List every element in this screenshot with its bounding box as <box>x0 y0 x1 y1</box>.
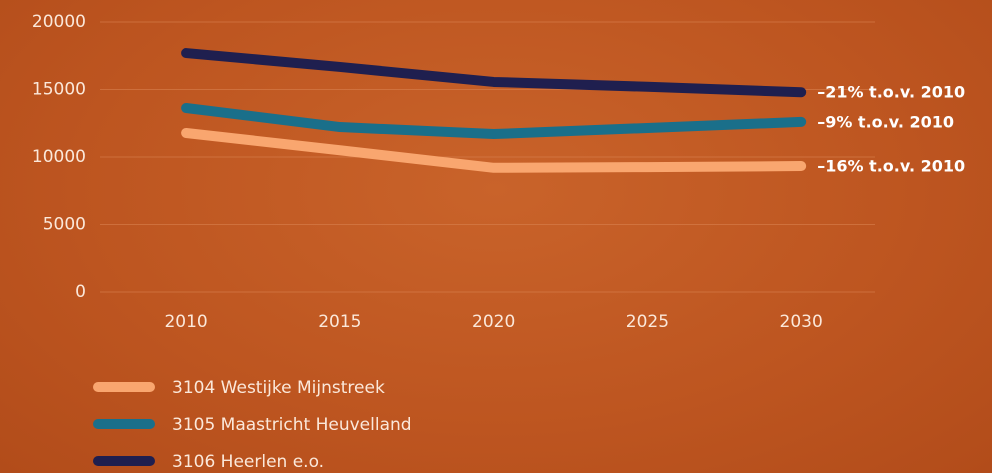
x-tick-label: 2025 <box>626 312 669 332</box>
legend-label: 3106 Heerlen e.o. <box>172 452 324 472</box>
x-tick-label: 2010 <box>164 312 207 332</box>
x-tick-label: 2015 <box>318 312 361 332</box>
y-tick-label: 0 <box>75 282 86 302</box>
x-tick-label: 2020 <box>472 312 515 332</box>
series-line <box>181 102 807 140</box>
annotation: –9% t.o.v. 2010 <box>817 112 954 131</box>
x-tick-label: 2030 <box>780 312 823 332</box>
annotation: –21% t.o.v. 2010 <box>817 83 965 102</box>
y-tick-label: 20000 <box>32 12 86 32</box>
legend-label: 3105 Maastricht Heuvelland <box>172 415 412 435</box>
annotation: –16% t.o.v. 2010 <box>817 157 965 176</box>
series-line <box>181 127 807 173</box>
y-tick-label: 5000 <box>43 215 86 235</box>
y-tick-label: 10000 <box>32 147 86 167</box>
series-line <box>181 48 807 98</box>
y-tick-label: 15000 <box>32 80 86 100</box>
legend-label: 3104 Westijke Mijnstreek <box>172 378 385 398</box>
